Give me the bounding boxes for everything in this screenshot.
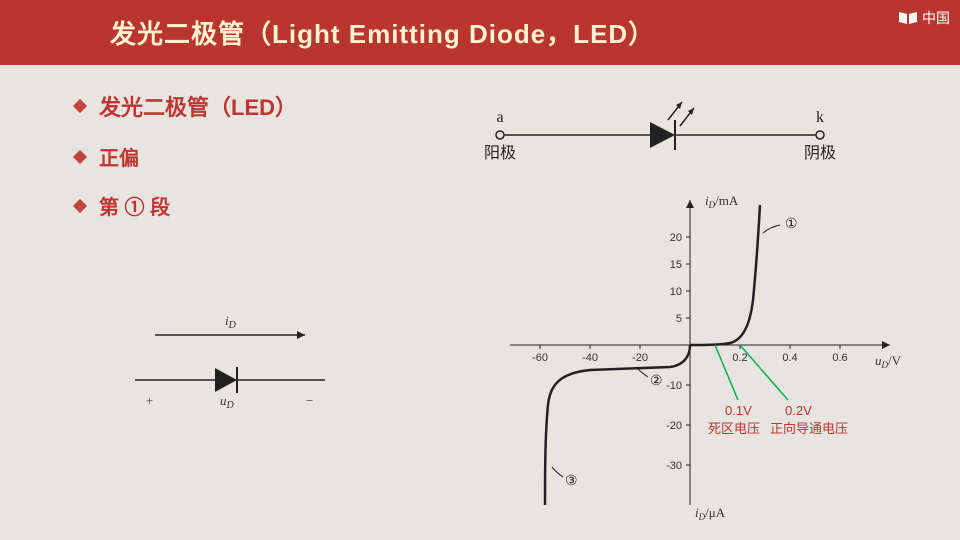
x-pos-ticks: 0.2 0.4 0.6	[732, 345, 847, 364]
svg-text:-60: -60	[532, 352, 548, 364]
svg-text:20: 20	[670, 232, 682, 244]
svg-text:-10: -10	[666, 380, 682, 392]
slide-title: 发光二极管（Light Emitting Diode，LED）	[110, 14, 655, 51]
bullet-item: 正偏	[75, 142, 297, 171]
simple-diode-diagram: iD + uD −	[115, 305, 345, 425]
annotation-line-02v	[740, 345, 788, 400]
svg-text:0.4: 0.4	[782, 352, 797, 364]
voltage-label: uD	[220, 393, 235, 411]
y-upper-axis-label: iD/mA	[705, 193, 739, 210]
ann-02v: 0.2V	[785, 403, 812, 418]
bullet-marker	[73, 149, 87, 163]
cathode-letter: k	[816, 109, 824, 126]
bullet-item: 第 ① 段	[75, 191, 297, 220]
iv-characteristic-chart: 5 10 15 20 -10 -20 -30 0.2 0.4 0.6 -20 -…	[490, 185, 920, 525]
y-lower-axis-label: iD/μA	[695, 505, 726, 522]
svg-text:10: 10	[670, 286, 682, 298]
anode-label: 阳极	[484, 144, 516, 162]
slide-header: 发光二极管（Light Emitting Diode，LED） 中国	[0, 0, 960, 65]
current-label: iD	[225, 313, 237, 331]
svg-text:-30: -30	[666, 460, 682, 472]
svg-text:-40: -40	[582, 352, 598, 364]
y-lower-ticks: -10 -20 -30	[666, 380, 690, 472]
bullet-marker	[73, 99, 87, 113]
x-axis-label: uD/V	[875, 353, 902, 370]
logo-text: 中国	[922, 8, 950, 28]
bullet-item: 发光二极管（LED）	[75, 90, 297, 122]
corner-logo: 中国	[898, 8, 950, 28]
curve-forward	[690, 205, 760, 345]
bullet-list: 发光二极管（LED） 正偏 第 ① 段	[75, 90, 297, 240]
svg-text:-20: -20	[632, 352, 648, 364]
svg-text:5: 5	[676, 313, 682, 325]
minus-label: −	[305, 393, 314, 408]
bullet-marker	[73, 198, 87, 212]
bullet-text: 正偏	[99, 142, 139, 171]
book-icon	[898, 10, 918, 26]
region-3-label: ③	[565, 474, 578, 489]
x-neg-ticks: -20 -40 -60	[532, 345, 648, 364]
svg-text:-20: -20	[666, 420, 682, 432]
svg-text:15: 15	[670, 259, 682, 271]
bullet-text: 第 ① 段	[99, 191, 170, 220]
ann-01v: 0.1V	[725, 403, 752, 418]
slide-content: 发光二极管（LED） 正偏 第 ① 段 a k 阳极 阴极	[0, 65, 960, 540]
led-symbol-diagram: a k 阳极 阴极	[470, 90, 850, 170]
svg-text:0.6: 0.6	[832, 352, 847, 364]
region-1-label: ①	[785, 217, 798, 232]
cathode-label: 阴极	[804, 144, 836, 162]
anode-letter: a	[496, 109, 503, 126]
ann-02v-label: 正向导通电压	[770, 421, 848, 436]
ann-01v-label: 死区电压	[708, 421, 760, 436]
region-2-label: ②	[650, 374, 663, 389]
y-upper-ticks: 5 10 15 20	[670, 232, 690, 325]
bullet-text: 发光二极管（LED）	[99, 90, 297, 122]
svg-text:0.2: 0.2	[732, 352, 747, 364]
plus-label: +	[145, 393, 154, 408]
